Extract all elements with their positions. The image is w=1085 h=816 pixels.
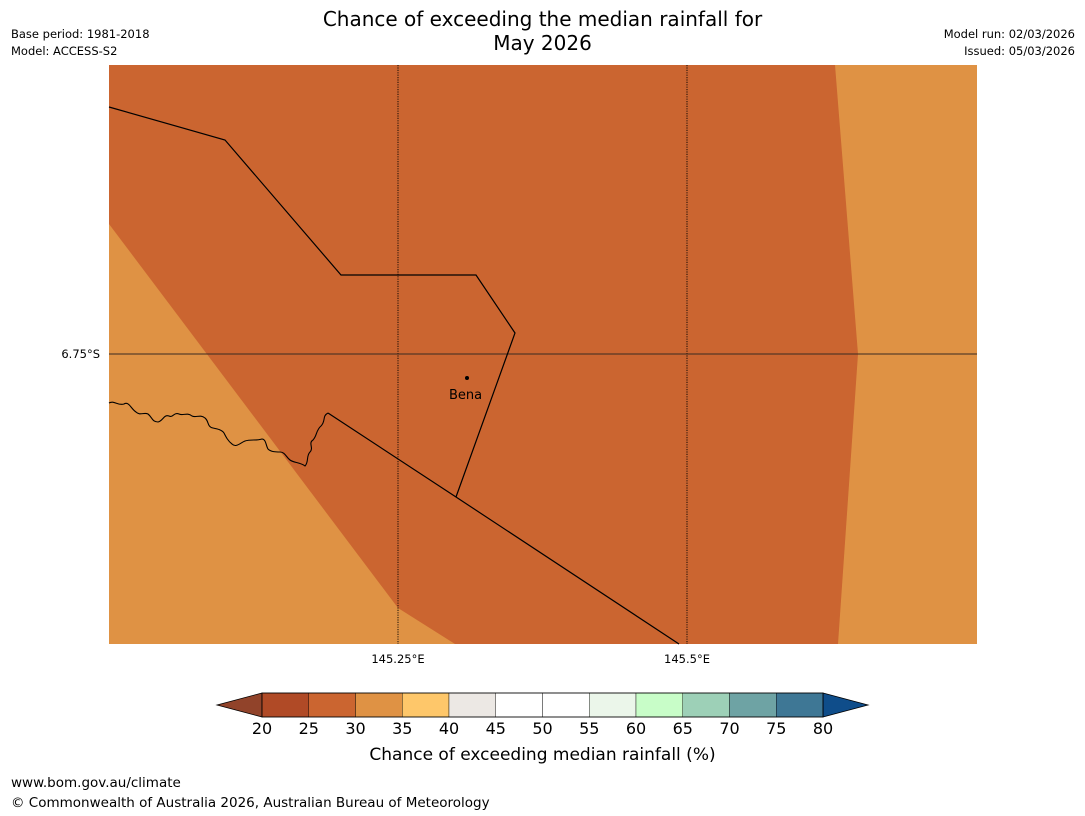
colorbar-tick-label: 25 xyxy=(298,719,319,738)
colorbar-cell xyxy=(495,692,543,718)
colorbar-label: Chance of exceeding median rainfall (%) xyxy=(369,745,716,765)
colorbar-tick-label: 30 xyxy=(345,719,366,738)
colorbar-cell xyxy=(448,692,496,718)
colorbar-over-arrow xyxy=(822,692,870,718)
colorbar-tick-label: 55 xyxy=(579,719,600,738)
lat-label: 6.75°S xyxy=(61,347,100,361)
colorbar-cells xyxy=(261,692,824,718)
footer-url[interactable]: www.bom.gov.au/climate xyxy=(11,775,181,791)
issued-date: Issued: 05/03/2026 xyxy=(964,44,1075,58)
meta-left: Base period: 1981-2018 Model: ACCESS-S2 xyxy=(11,26,150,60)
colorbar-cell xyxy=(729,692,777,718)
colorbar-tick-label: 40 xyxy=(438,719,460,738)
colorbar-cell xyxy=(682,692,730,718)
title-line-1: Chance of exceeding the median rainfall … xyxy=(322,7,763,31)
colorbar-tick-label: 50 xyxy=(532,719,553,738)
map-title: Chance of exceeding the median rainfall … xyxy=(0,7,1085,55)
place-label-bena: Bena xyxy=(449,388,483,403)
base-period: Base period: 1981-2018 xyxy=(11,27,150,41)
title-line-2: May 2026 xyxy=(493,31,592,55)
model-run: Model run: 02/03/2026 xyxy=(943,27,1075,41)
colorbar-tick-label: 60 xyxy=(625,719,647,738)
colorbar-cell xyxy=(589,692,637,718)
lon-label-145-5: 145.5°E xyxy=(664,652,710,666)
footer-copyright: © Commonwealth of Australia 2026, Austra… xyxy=(11,795,490,811)
district-boundary xyxy=(108,106,516,498)
colorbar-cell xyxy=(261,692,309,718)
lon-label-145-25: 145.25°E xyxy=(371,652,425,666)
colorbar-cell xyxy=(635,692,683,718)
colorbar-tick-label: 80 xyxy=(812,719,834,738)
colorbar-tick-label: 45 xyxy=(485,719,506,738)
colorbar-cell xyxy=(355,692,403,718)
colorbar-cell xyxy=(776,692,824,718)
colorbar-tick-label: 70 xyxy=(719,719,740,738)
colorbar-tick-label: 65 xyxy=(672,719,693,738)
colorbar-cell xyxy=(542,692,590,718)
colorbar-under-arrow xyxy=(215,692,263,718)
bena-marker xyxy=(465,376,469,380)
colorbar-frame xyxy=(261,692,824,718)
meta-right: Model run: 02/03/2026 Issued: 05/03/2026 xyxy=(944,26,1075,60)
colorbar-tick-label: 75 xyxy=(766,719,787,738)
colorbar-cell xyxy=(308,692,356,718)
model-name: Model: ACCESS-S2 xyxy=(11,44,118,58)
colorbar-tick-label: 20 xyxy=(251,719,273,738)
colorbar-cell xyxy=(402,692,450,718)
colorbar-tick-label: 35 xyxy=(392,719,413,738)
province-boundary xyxy=(327,412,680,645)
river xyxy=(108,401,329,467)
